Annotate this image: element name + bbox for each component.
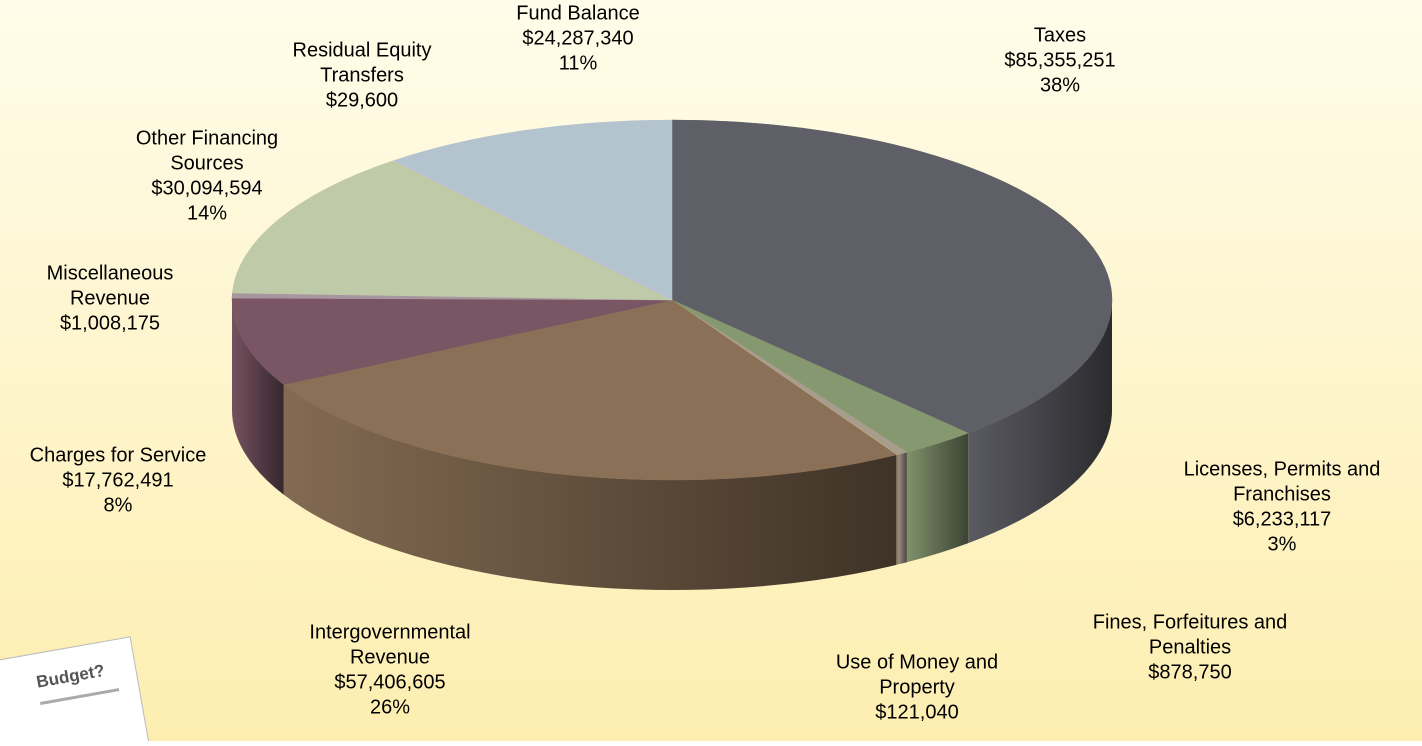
slice-side-shade	[897, 452, 907, 565]
label-value: $24,287,340	[522, 28, 633, 50]
label-name: Revenue	[70, 288, 150, 310]
slice-side-shade	[906, 433, 969, 563]
slice-label: Taxes $85,355,251 38%	[1004, 25, 1115, 97]
label-percent: 38%	[1040, 75, 1080, 97]
label-percent: 11%	[559, 53, 598, 75]
label-name: Licenses, Permits and	[1184, 459, 1381, 481]
label-name: Other Financing	[136, 128, 278, 150]
label-value: $1,008,175	[60, 313, 160, 335]
label-name: Intergovernmental	[309, 622, 470, 644]
slice-label: Use of Money and Property $121,040	[836, 652, 998, 724]
slice	[231, 297, 673, 385]
note-paper	[0, 636, 150, 746]
label-name: Franchises	[1233, 484, 1331, 506]
label-name: Property	[879, 677, 955, 699]
slice	[283, 299, 897, 481]
label-percent: 26%	[370, 697, 410, 719]
slice-side-shade	[232, 300, 284, 495]
label-name: Revenue	[350, 647, 430, 669]
label-name: Fines, Forfeitures and	[1093, 612, 1288, 634]
label-name: Residual Equity	[293, 40, 432, 62]
slice	[393, 119, 673, 301]
slice-label: Charges for Service $17,762,491 8%	[30, 445, 207, 517]
label-name: Transfers	[320, 65, 404, 87]
label-percent: 14%	[187, 203, 227, 225]
pie-tops	[231, 119, 1113, 481]
label-name: Miscellaneous	[47, 263, 174, 285]
slice-label: Miscellaneous Revenue $1,008,175	[47, 263, 174, 335]
label-value: $17,762,491	[62, 470, 173, 492]
slice-side-shade	[896, 454, 898, 565]
label-value: $57,406,605	[334, 672, 445, 694]
slice-label: Licenses, Permits and Franchises $6,233,11…	[1184, 459, 1381, 556]
slice	[232, 160, 673, 301]
label-value: $6,233,117	[1233, 509, 1332, 531]
label-name: Fund Balance	[516, 3, 639, 25]
label-name: Penalties	[1149, 637, 1231, 659]
label-value: $30,094,594	[151, 178, 262, 200]
label-value: $121,040	[875, 702, 958, 724]
label-name: Taxes	[1034, 25, 1086, 47]
slice-label: Other Financing Sources $30,094,594 14%	[136, 128, 278, 225]
label-value: $85,355,251	[1004, 50, 1115, 72]
label-value: $878,750	[1148, 662, 1231, 684]
note-card: Budget?	[0, 636, 150, 746]
pie-sides	[232, 300, 1112, 590]
slice-label: Residual Equity Transfers $29,600	[293, 40, 432, 112]
slice-label: Fund Balance $24,287,340 11%	[516, 3, 639, 75]
label-name: Charges for Service	[30, 445, 207, 467]
slice-side-shade	[283, 384, 897, 590]
slice-side-shade	[968, 300, 1112, 544]
label-name: Sources	[170, 153, 243, 175]
label-percent: 8%	[104, 495, 133, 517]
label-value: $29,600	[326, 90, 398, 112]
slice-label: Fines, Forfeitures and Penalties $878,750	[1093, 612, 1288, 684]
note-line	[40, 688, 120, 705]
slice	[671, 119, 1113, 434]
slice-label: Intergovernmental Revenue $57,406,605 26%	[309, 622, 470, 719]
label-percent: 3%	[1268, 534, 1297, 556]
label-name: Use of Money and	[836, 652, 998, 674]
